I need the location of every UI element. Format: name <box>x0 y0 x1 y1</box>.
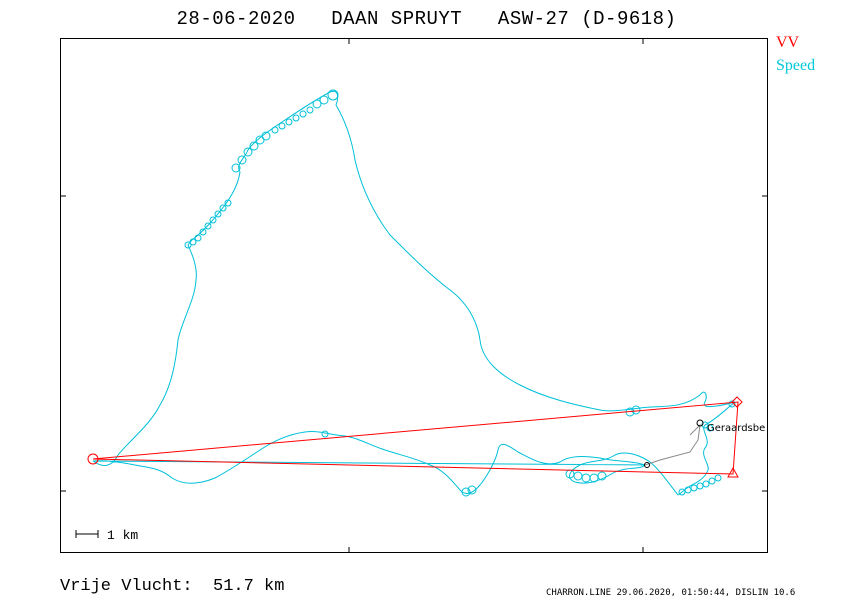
map-frame <box>60 38 768 553</box>
turnpoint-marker <box>731 396 743 408</box>
legend-speed: Speed <box>776 57 816 74</box>
legend-vv: VV <box>776 34 800 51</box>
flight-track <box>92 90 736 496</box>
flight-date: 28-06-2020 <box>176 8 296 30</box>
scale-label: 1 km <box>107 528 138 543</box>
glider-type: ASW-27 (D-9618) <box>497 8 677 30</box>
footer-info: CHARRON.LINE 29.06.2020, 01:50:44, DISLI… <box>546 588 796 598</box>
landout-connector <box>644 423 701 466</box>
finish-point-marker <box>727 466 739 478</box>
pilot-name: DAAN SPRUYT <box>331 8 463 30</box>
place-marker-icon <box>696 419 704 427</box>
place-label: Geraardsbe <box>707 423 765 434</box>
start-point-marker <box>87 453 99 465</box>
task-route <box>92 401 739 475</box>
landing-marker-icon <box>644 462 650 468</box>
flight-title: 28-06-2020 DAAN SPRUYT ASW-27 (D-9618) <box>0 8 853 30</box>
axis-ticks <box>60 38 768 553</box>
thermal-circles <box>184 89 736 497</box>
scale-bar <box>75 530 99 538</box>
free-flight-distance: Vrije Vlucht: 51.7 km <box>60 577 284 596</box>
distance-value: 51.7 km <box>213 577 285 596</box>
distance-label: Vrije Vlucht: <box>60 577 193 596</box>
